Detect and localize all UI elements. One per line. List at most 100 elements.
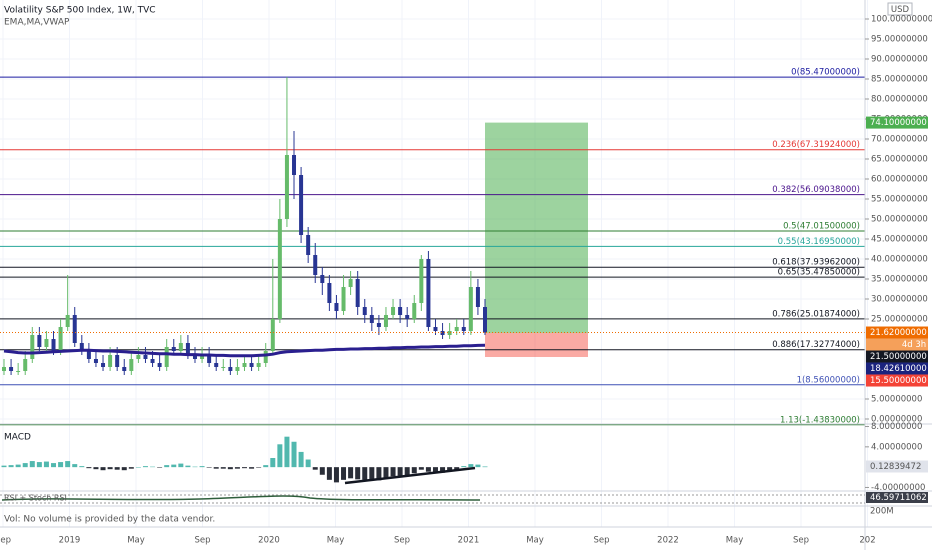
ma-line xyxy=(3,343,486,358)
price-tag-label: 21.62000000 xyxy=(870,328,927,338)
y-tick-label: 0.00000000 xyxy=(871,415,922,425)
macd-bar xyxy=(326,467,332,480)
rsi-label: RSI + Stoch RSI xyxy=(4,494,67,503)
x-tick-label: Sep xyxy=(793,536,809,546)
candle-body xyxy=(313,255,318,275)
y-tick-label: 50.00000000 xyxy=(871,215,928,225)
candle-body xyxy=(270,319,275,351)
fib-label: 0.618(37.93962000) xyxy=(772,258,860,268)
macd-bar xyxy=(348,467,354,479)
macd-tick-label: 8.00000000 xyxy=(871,422,922,432)
candle-body xyxy=(200,355,205,359)
macd-bar xyxy=(36,462,42,468)
candle-body xyxy=(171,347,176,351)
candle-body xyxy=(419,259,424,303)
macd-bar xyxy=(369,467,375,481)
macd-bar xyxy=(440,467,446,473)
macd-bar xyxy=(397,467,403,476)
macd-bar xyxy=(192,466,198,468)
fib-label: 0.5(47.01500000) xyxy=(783,221,860,231)
macd-bar xyxy=(256,467,262,468)
macd-bar xyxy=(355,467,361,480)
countdown: 4d 3h xyxy=(902,340,926,350)
candle-body xyxy=(433,327,438,331)
y-tick-label: 65.00000000 xyxy=(871,155,928,165)
macd-bar xyxy=(171,464,177,468)
macd-bar xyxy=(1,465,7,468)
candle-body xyxy=(185,343,190,355)
candle-body xyxy=(369,315,374,323)
candle-body xyxy=(122,367,127,371)
y-tick-label: 35.00000000 xyxy=(871,275,928,285)
candle-body xyxy=(192,355,197,359)
price-tag-label: 21.50000000 xyxy=(870,352,927,362)
fib-label: 1(8.56000000) xyxy=(797,375,860,385)
fib-label: 0.382(56.09038000) xyxy=(772,185,860,195)
candle-body xyxy=(412,303,417,319)
macd-bar xyxy=(79,466,85,468)
rsi-tag-label: 46.59711062 xyxy=(870,493,927,503)
stop-zone xyxy=(485,333,588,357)
currency[interactable]: USD xyxy=(891,5,910,15)
macd-bar xyxy=(277,444,283,468)
candle-body xyxy=(405,315,410,319)
rsi-line xyxy=(1,495,481,501)
macd-bar xyxy=(157,467,163,468)
volume-tick: 200M xyxy=(870,507,894,517)
y-tick-label: 80.00000000 xyxy=(871,95,928,105)
macd-bar xyxy=(263,465,269,468)
y-tick-label: 95.00000000 xyxy=(871,35,928,45)
fib-label: 0.55(43.16950000) xyxy=(778,237,860,247)
macd-bar xyxy=(185,465,191,468)
x-tick-label: 2022 xyxy=(657,536,679,546)
macd-bar xyxy=(291,441,297,468)
candle-body xyxy=(263,351,268,363)
macd-bar xyxy=(447,467,453,472)
y-tick-label: 60.00000000 xyxy=(871,175,928,185)
macd-tick-label: 4.00000000 xyxy=(871,442,922,452)
macd-bar xyxy=(213,467,219,469)
fib-label: 0.65(35.47850000) xyxy=(778,268,860,278)
macd-bar xyxy=(383,467,389,479)
macd-bar xyxy=(475,464,481,468)
main-pane: 0(85.47000000) 0.236(67.31924000) 0.382(56… xyxy=(0,68,865,426)
y-tick-label: 100.00000000 xyxy=(871,15,932,25)
macd-bar xyxy=(404,467,410,476)
y-tick-label: 85.00000000 xyxy=(871,75,928,85)
x-tick-label: 202 xyxy=(859,536,875,546)
candle-body xyxy=(320,275,325,283)
x-tick-label: Sep xyxy=(593,536,609,546)
y-tick-label: 25.00000000 xyxy=(871,315,928,325)
candle-body xyxy=(376,323,381,327)
candle-body xyxy=(143,355,148,359)
macd-bar xyxy=(376,467,382,481)
candle-body xyxy=(65,315,70,327)
macd-bar xyxy=(58,462,64,468)
x-tick-label: Sep xyxy=(194,536,210,546)
macd-bar xyxy=(242,467,247,469)
y-tick-label: 45.00000000 xyxy=(871,235,928,245)
macd-label: MACD xyxy=(4,433,31,443)
candle-body xyxy=(362,307,367,315)
candle-body xyxy=(284,155,289,219)
candle-body xyxy=(23,359,28,371)
x-tick-label: Sep xyxy=(394,536,410,546)
candle-body xyxy=(334,303,339,311)
macd-bar xyxy=(8,465,14,468)
macd-bar xyxy=(341,467,347,480)
y-tick-label: 30.00000000 xyxy=(871,295,928,305)
candle-body xyxy=(299,175,304,235)
macd-bar xyxy=(468,464,474,468)
macd-bar xyxy=(206,467,212,468)
fib-label: 0.886(17.32774000) xyxy=(772,340,860,350)
macd-bar xyxy=(86,467,92,469)
macd-bar xyxy=(107,467,113,470)
macd-bar xyxy=(51,463,57,468)
macd-bar xyxy=(482,466,488,468)
currency-box[interactable] xyxy=(887,2,913,16)
countdown-tag xyxy=(866,338,928,351)
macd-bar xyxy=(142,466,148,468)
candle-body xyxy=(115,355,120,367)
x-tick-label: May xyxy=(327,536,345,546)
